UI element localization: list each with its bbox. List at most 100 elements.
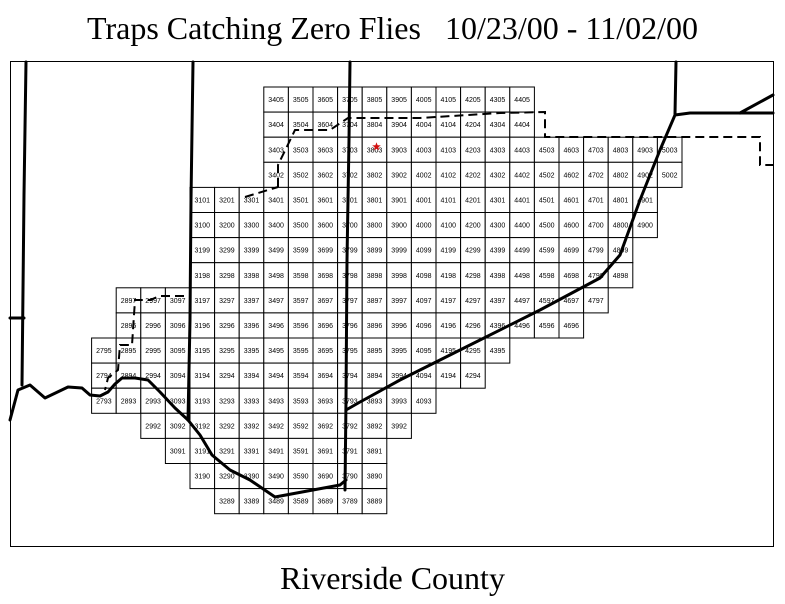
trap-cell: 3504 [287,111,314,138]
trap-cell: 3198 [189,262,216,289]
trap-cell: 2995 [140,337,166,364]
trap-number: 3392 [244,423,260,430]
trap-number: 3600 [318,223,334,230]
trap-number: 3193 [195,398,211,405]
trap-cell: 3100 [189,212,216,239]
trap-cell: 3190 [189,463,216,490]
trap-number: 3793 [342,398,358,405]
trap-cell: 3404 [263,111,289,138]
trap-cell: 3795 [337,337,363,364]
trap-number: 3890 [367,474,383,481]
trap-number: 4501 [539,198,555,205]
trap-cell: 3792 [337,412,363,439]
trap-number: 2897 [121,298,137,305]
trap-cell: 3295 [214,337,240,364]
trap-number: 4800 [613,223,629,230]
trap-cell: 3499 [263,237,289,264]
trap-cell: 4699 [558,237,585,264]
trap-cell: 3993 [386,387,412,414]
trap-number: 3691 [318,449,334,456]
trap-number: 3800 [367,223,383,230]
trap-number: 4304 [490,122,506,129]
trap-number: 3794 [342,373,358,380]
trap-number: 4197 [441,298,457,305]
trap-cell: 3097 [164,287,191,314]
trap-number: 4498 [514,273,530,280]
trap-cell: 4405 [509,86,535,113]
trap-number: 4701 [588,198,604,205]
trap-cell: 3905 [386,86,412,113]
trap-cell: 4597 [533,287,560,314]
trap-number: 3200 [219,223,235,230]
trap-number: 4099 [416,248,432,255]
trap-number: 3495 [268,348,284,355]
trap-cell: 4496 [509,312,535,339]
trap-cell: 4603 [558,136,585,163]
trap-number: 4103 [441,147,457,154]
trap-number: 3598 [293,273,309,280]
trap-number: 4104 [441,122,457,129]
trap-number: 4305 [490,97,506,104]
trap-number: 3696 [318,323,334,330]
trap-number: 4400 [514,223,530,230]
trap-number: 4803 [613,147,629,154]
trap-cell: 3799 [337,237,363,264]
trap-number: 4201 [465,198,481,205]
trap-number: 3702 [342,172,358,179]
trap-cell: 4398 [484,262,511,289]
trap-cell: 3590 [287,463,314,490]
trap-cell: 3900 [386,212,412,239]
trap-number: 3389 [244,499,260,506]
trap-cell: 4204 [460,111,486,138]
trap-cell: 4099 [410,237,437,264]
trap-number: 3294 [219,373,235,380]
trap-number: 4299 [465,248,481,255]
trap-cell: 3693 [312,387,339,414]
trap-number: 4395 [490,348,506,355]
trap-number: 4398 [490,273,506,280]
trap-cell: 3593 [287,387,314,414]
trap-number: 3994 [391,373,407,380]
trap-number: 4295 [465,348,481,355]
trap-number: 5003 [662,147,678,154]
trap-cell: 4703 [583,136,609,163]
trap-cell: 3289 [214,488,240,515]
trap-cell: 3599 [287,237,314,264]
trap-number: 4195 [441,348,457,355]
road-right-vertical [673,60,678,116]
trap-cell: 3797 [337,287,363,314]
trap-cell: 3392 [238,412,265,439]
trap-number: 4196 [441,323,457,330]
road-diagonal [344,111,775,412]
trap-cell: 3594 [287,362,314,389]
trap-number: 3394 [244,373,260,380]
trap-number: 3489 [268,499,284,506]
trap-number: 3298 [219,273,235,280]
trap-number: 3499 [268,248,284,255]
trap-cell: 4400 [509,212,535,239]
trap-number: 4296 [465,323,481,330]
trap-number: 3405 [268,97,284,104]
trap-number: 3904 [391,122,407,129]
trap-number: 2994 [145,373,161,380]
trap-cell: 3597 [287,287,314,314]
trap-number: 3692 [318,423,334,430]
trap-cell: 3394 [238,362,265,389]
trap-number: 3997 [391,298,407,305]
trap-number: 3903 [391,147,407,154]
trap-number: 4298 [465,273,481,280]
trap-number: 4094 [416,373,432,380]
trap-number: 3889 [367,499,383,506]
trap-cell: 3196 [189,312,216,339]
trap-cell: 3398 [238,262,265,289]
trap-cell: 3101 [189,186,216,213]
trap-cell: 2894 [115,362,142,389]
trap-number: 3795 [342,348,358,355]
trap-number: 3695 [318,348,334,355]
trap-number: 3503 [293,147,309,154]
trap-number: 2993 [145,398,161,405]
trap-number: 4801 [613,198,629,205]
trap-number: 3501 [293,198,309,205]
trap-cell: 4700 [583,212,609,239]
trap-number: 4203 [465,147,481,154]
